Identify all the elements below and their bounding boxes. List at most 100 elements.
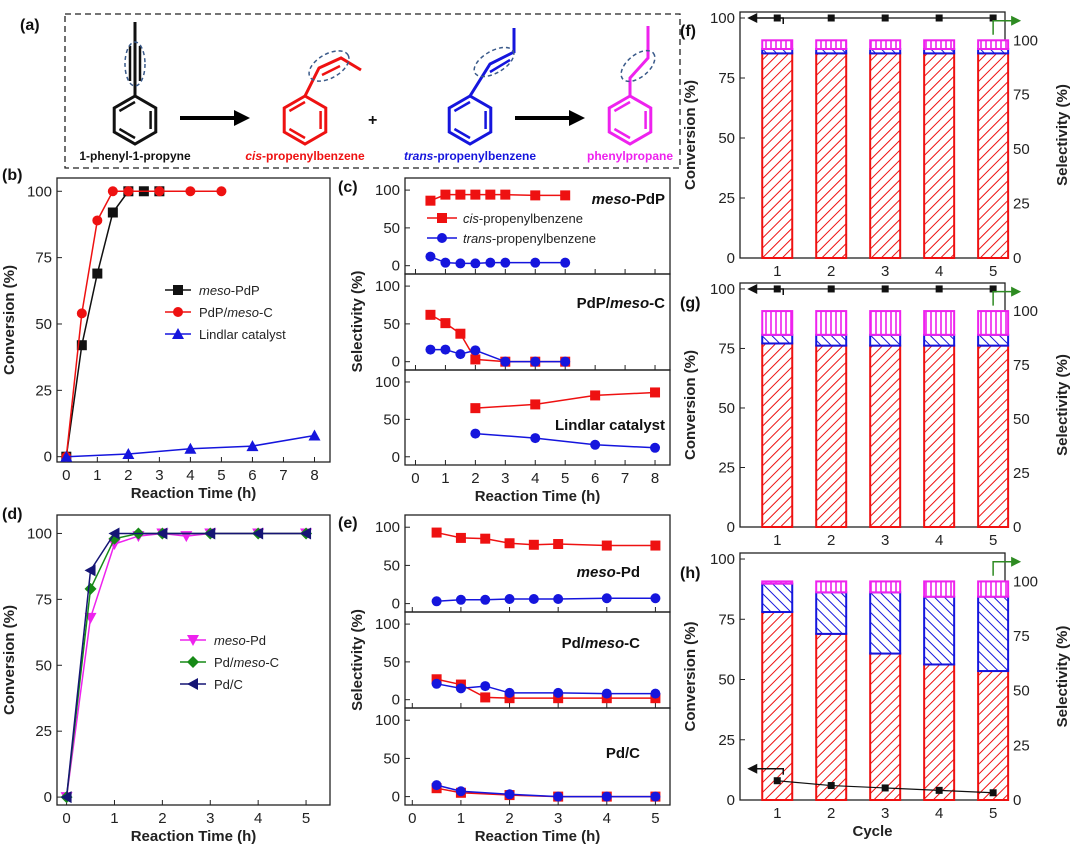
subplot-title-italic: meso xyxy=(610,295,649,312)
bar-segment-trans xyxy=(977,333,1010,347)
series-1 xyxy=(431,678,661,699)
data-point xyxy=(185,186,196,197)
y-tick-label: 25 xyxy=(35,723,52,740)
right-axis-arrow xyxy=(992,19,1014,35)
data-point xyxy=(308,429,321,441)
x-tick-label: 4 xyxy=(254,810,262,827)
y-tick-label: 100 xyxy=(375,616,400,633)
y-tick-label: 100 xyxy=(375,519,400,536)
right-axis-arrow xyxy=(992,290,1014,306)
data-point xyxy=(528,539,539,550)
legend-entry: meso-Pd xyxy=(180,633,266,648)
bar-segment-propane xyxy=(815,39,848,51)
series-line xyxy=(430,193,566,202)
data-point xyxy=(60,450,73,462)
stacked-bar xyxy=(977,580,1010,801)
molecule-label-suffix: -propenylbenzene xyxy=(433,149,536,163)
x-tick-label: 7 xyxy=(621,470,629,487)
x-tick-label: 3 xyxy=(554,810,562,827)
data-point xyxy=(504,693,515,704)
plot-frame xyxy=(56,514,331,806)
data-point xyxy=(470,258,481,269)
x-tick-label: 4 xyxy=(935,532,943,549)
plot-frame xyxy=(404,707,671,806)
conversion-point xyxy=(827,782,835,790)
y-tick-label: 100 xyxy=(27,183,52,200)
data-point xyxy=(216,186,227,197)
bar-segment-cis xyxy=(923,344,956,528)
conversion-point xyxy=(935,14,943,22)
legend-marker xyxy=(187,656,199,668)
data-point xyxy=(530,356,541,367)
y-tick-label: 100 xyxy=(27,525,52,542)
x-tick-label: 3 xyxy=(155,467,163,484)
bar-segment-cis xyxy=(977,344,1010,528)
double-bond xyxy=(288,127,306,140)
bar-segment-trans xyxy=(869,333,902,347)
x-tick-label: 5 xyxy=(217,467,225,484)
molecule-label-prefix: trans xyxy=(404,149,434,163)
subplot-title: Pd/meso-C xyxy=(562,635,641,652)
data-point xyxy=(650,593,661,604)
x-axis-label: Reaction Time (h) xyxy=(475,828,601,845)
x-axis-label: Reaction Time (h) xyxy=(131,828,257,845)
arrow-head-icon xyxy=(234,110,250,126)
bar-segment-propane xyxy=(869,580,902,594)
data-point xyxy=(504,538,515,549)
data-point xyxy=(92,268,103,279)
data-point xyxy=(455,532,466,543)
data-point xyxy=(440,257,451,268)
conversion-point xyxy=(989,285,997,293)
y2-tick-label: 100 xyxy=(1013,573,1038,590)
series-line xyxy=(436,597,656,603)
y2-tick-label: 0 xyxy=(1013,792,1021,809)
data-point xyxy=(553,539,564,550)
stacked-bar xyxy=(815,310,848,528)
y-tick-label: 0 xyxy=(392,596,400,613)
stacked-bar xyxy=(923,39,956,259)
data-point xyxy=(455,786,466,797)
y-tick-label: 50 xyxy=(35,316,52,333)
y2-tick-label: 25 xyxy=(1013,737,1030,754)
data-point xyxy=(530,433,541,444)
data-point xyxy=(470,354,481,365)
stacked-bar xyxy=(923,580,956,802)
data-point xyxy=(470,345,481,356)
stacked-bar xyxy=(869,310,902,528)
bar-segment-trans xyxy=(869,591,902,655)
bar-segment-cis xyxy=(923,663,956,802)
conversion-point xyxy=(773,777,781,785)
legend-label: Pd/C xyxy=(214,677,243,692)
bar-segment-cis xyxy=(815,632,848,801)
x-tick-label: 2 xyxy=(471,470,479,487)
stacked-bar xyxy=(815,580,848,801)
bar-segment-cis xyxy=(761,342,794,528)
molecule-label-suffix: -propenylbenzene xyxy=(262,149,365,163)
y-tick-label: 50 xyxy=(383,750,400,767)
y-tick-label: 75 xyxy=(718,611,735,628)
legend-label-part: Lindlar catalyst xyxy=(199,327,286,342)
data-point xyxy=(92,215,103,226)
bar-segment-propane xyxy=(815,580,848,594)
left-axis-arrow xyxy=(755,17,784,24)
y-tick-label: 0 xyxy=(727,792,735,809)
subplot-1: 0 50 100 Pd/meso-C xyxy=(375,611,671,709)
bar-segment-propane xyxy=(923,580,956,598)
x-tick-label: 2 xyxy=(158,810,166,827)
y-tick-label: 50 xyxy=(383,316,400,333)
legend-label-part: -PdP xyxy=(231,283,260,298)
subplot-title-italic: meso xyxy=(592,191,631,208)
data-point xyxy=(425,195,436,206)
data-point xyxy=(440,189,451,200)
legend-marker xyxy=(172,328,184,339)
double-bond xyxy=(288,100,306,113)
data-point xyxy=(154,186,165,197)
bar-segment-propane xyxy=(923,39,956,51)
x-tick-label: 3 xyxy=(881,805,889,822)
data-point xyxy=(84,582,97,595)
x-tick-label: 6 xyxy=(591,470,599,487)
data-point xyxy=(425,309,436,320)
series-line xyxy=(436,531,656,547)
x-tick-label: 6 xyxy=(248,467,256,484)
y2-tick-label: 50 xyxy=(1013,683,1030,700)
